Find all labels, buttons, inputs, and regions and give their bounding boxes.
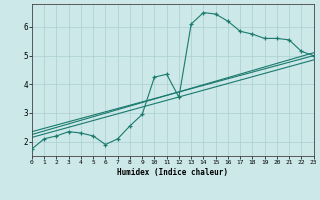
X-axis label: Humidex (Indice chaleur): Humidex (Indice chaleur) — [117, 168, 228, 177]
